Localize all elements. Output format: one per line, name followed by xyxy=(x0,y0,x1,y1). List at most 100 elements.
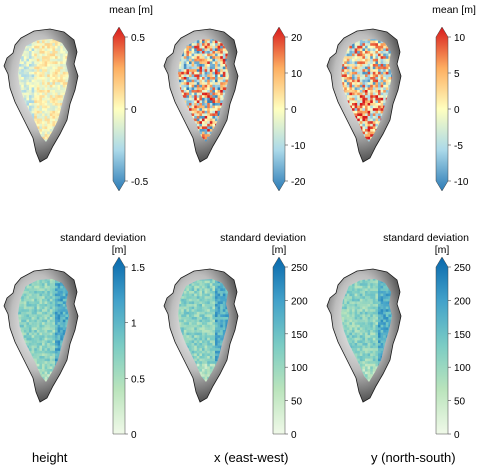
heatmap-cell xyxy=(44,126,48,130)
heatmap-cell xyxy=(63,385,66,388)
heatmap-cell xyxy=(362,51,366,54)
heatmap-cell xyxy=(228,379,229,382)
heatmap-cell xyxy=(189,71,192,75)
heatmap-cell xyxy=(199,330,203,333)
heatmap-cell xyxy=(181,90,184,93)
heatmap-cell xyxy=(341,116,342,119)
heatmap-cell xyxy=(385,288,389,292)
heatmap-cell xyxy=(359,43,363,46)
heatmap-cell xyxy=(194,66,197,70)
heatmap-cell xyxy=(202,322,205,325)
heatmap-cell xyxy=(204,92,208,96)
heatmap-cell xyxy=(367,110,371,114)
heatmap-cell xyxy=(60,285,63,289)
heatmap-cell xyxy=(202,40,205,44)
colorbar-tick-label: 0 xyxy=(291,430,297,441)
heatmap-cell xyxy=(178,379,179,382)
heatmap-cell xyxy=(354,64,358,67)
heatmap-cell xyxy=(388,53,392,57)
heatmap-cell xyxy=(34,288,37,292)
heatmap-cell xyxy=(341,71,345,75)
heatmap-cell xyxy=(196,56,200,59)
heatmap-cell xyxy=(228,74,229,78)
heatmap-cell xyxy=(186,309,190,312)
heatmap-cell xyxy=(341,64,345,67)
heatmap-cell xyxy=(183,100,187,104)
heatmap-cell xyxy=(344,69,347,72)
heatmap-cell xyxy=(349,147,352,150)
heatmap-cell xyxy=(29,332,32,336)
heatmap-cell xyxy=(359,71,363,75)
heatmap-cell xyxy=(65,77,69,80)
heatmap-cell xyxy=(228,371,229,375)
heatmap-cell xyxy=(60,343,63,346)
heatmap-cell xyxy=(186,335,190,338)
heatmap-cell xyxy=(71,343,74,346)
heatmap-cell xyxy=(44,136,48,140)
heatmap-cell xyxy=(365,71,368,75)
heatmap-cell xyxy=(47,64,50,67)
heatmap-cell xyxy=(186,100,190,104)
heatmap-cell xyxy=(42,304,45,307)
heatmap-cell xyxy=(57,306,61,310)
heatmap-cell xyxy=(204,90,208,93)
heatmap-cell xyxy=(71,119,74,122)
heatmap-cell xyxy=(223,385,226,388)
heatmap-cell xyxy=(31,97,35,101)
heatmap-cell xyxy=(36,45,40,49)
heatmap-cell xyxy=(357,87,360,91)
heatmap-cell xyxy=(71,364,74,367)
heatmap-cell xyxy=(365,280,368,284)
heatmap-cell xyxy=(55,337,58,341)
heatmap-cell xyxy=(26,340,30,344)
heatmap-cell xyxy=(354,43,358,46)
heatmap-cell xyxy=(209,103,213,106)
colorbar-tick-label: 0 xyxy=(131,105,137,116)
heatmap-cell xyxy=(21,330,24,333)
heatmap-cell xyxy=(231,113,234,116)
heatmap-cell xyxy=(52,48,56,52)
heatmap-cell xyxy=(49,82,53,85)
heatmap-cell xyxy=(55,40,58,44)
heatmap-cell xyxy=(57,139,61,142)
heatmap-cell xyxy=(202,97,205,101)
heatmap-cell xyxy=(44,51,48,54)
heatmap-cell xyxy=(44,358,48,362)
heatmap-cell xyxy=(184,387,187,390)
heatmap-cell xyxy=(196,337,200,341)
heatmap-cell xyxy=(365,64,368,67)
heatmap-cell xyxy=(71,356,74,359)
heatmap-cell xyxy=(44,79,48,83)
heatmap-cell xyxy=(21,322,24,325)
heatmap-cell xyxy=(36,69,40,72)
heatmap-cell xyxy=(380,95,384,98)
heatmap-cell xyxy=(375,280,379,284)
heatmap-cell xyxy=(191,87,195,91)
heatmap-cell xyxy=(212,58,216,62)
heatmap-cell xyxy=(204,327,208,331)
heatmap-cell xyxy=(60,90,63,93)
heatmap-cell xyxy=(47,332,50,336)
heatmap-cell xyxy=(215,121,218,124)
heatmap-cell xyxy=(231,346,234,349)
heatmap-cell xyxy=(202,311,205,315)
heatmap-cell xyxy=(380,90,384,93)
heatmap-cells xyxy=(341,39,397,150)
heatmap-cell xyxy=(178,319,182,323)
heatmap-cell xyxy=(65,387,68,390)
heatmap-cell xyxy=(49,350,53,354)
heatmap-cell xyxy=(42,283,45,286)
heatmap-cell xyxy=(194,48,197,52)
heatmap-cell xyxy=(34,285,37,289)
heatmap-cell xyxy=(183,134,187,137)
heatmap-cell xyxy=(21,371,24,375)
colorbar-tick-label: 0 xyxy=(291,105,297,116)
heatmap-cell xyxy=(194,353,197,357)
heatmap-cell xyxy=(26,319,30,323)
heatmap-cell xyxy=(385,129,389,132)
heatmap-cell xyxy=(394,113,397,116)
heatmap-cell xyxy=(220,374,223,377)
heatmap-cell xyxy=(36,56,40,59)
heatmap-cell xyxy=(34,74,37,78)
